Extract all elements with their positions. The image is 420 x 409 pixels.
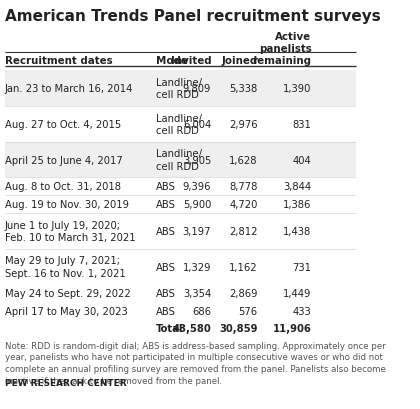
Text: Invited: Invited	[171, 56, 211, 66]
Text: Landline/
cell RDD: Landline/ cell RDD	[155, 78, 202, 100]
Text: 1,162: 1,162	[229, 262, 258, 272]
Text: 1,628: 1,628	[229, 155, 258, 165]
Text: Jan. 23 to March 16, 2014: Jan. 23 to March 16, 2014	[5, 84, 133, 94]
Text: 686: 686	[192, 306, 211, 317]
Text: American Trends Panel recruitment surveys: American Trends Panel recruitment survey…	[5, 9, 381, 24]
Text: 1,449: 1,449	[283, 289, 312, 299]
Text: PEW RESEARCH CENTER: PEW RESEARCH CENTER	[5, 378, 126, 387]
Text: 1,390: 1,390	[283, 84, 312, 94]
Text: May 24 to Sept. 29, 2022: May 24 to Sept. 29, 2022	[5, 289, 131, 299]
Text: 5,900: 5,900	[183, 200, 211, 210]
Text: 30,859: 30,859	[219, 324, 258, 334]
Text: 1,329: 1,329	[183, 262, 211, 272]
Text: ABS: ABS	[155, 227, 176, 236]
Text: 9,396: 9,396	[183, 182, 211, 192]
Text: Aug. 27 to Oct. 4, 2015: Aug. 27 to Oct. 4, 2015	[5, 120, 121, 130]
Text: ABS: ABS	[155, 262, 176, 272]
Text: ABS: ABS	[155, 306, 176, 317]
Text: 6,004: 6,004	[183, 120, 211, 130]
Text: 433: 433	[293, 306, 312, 317]
Text: June 1 to July 19, 2020;
Feb. 10 to March 31, 2021: June 1 to July 19, 2020; Feb. 10 to Marc…	[5, 220, 136, 243]
Text: 5,338: 5,338	[230, 84, 258, 94]
Text: 731: 731	[293, 262, 312, 272]
Bar	[5, 142, 357, 178]
Text: May 29 to July 7, 2021;
Sept. 16 to Nov. 1, 2021: May 29 to July 7, 2021; Sept. 16 to Nov.…	[5, 256, 126, 278]
Text: Aug. 8 to Oct. 31, 2018: Aug. 8 to Oct. 31, 2018	[5, 182, 121, 192]
Text: 11,906: 11,906	[273, 324, 312, 334]
Text: 4,720: 4,720	[229, 200, 258, 210]
Text: 576: 576	[239, 306, 258, 317]
Text: 43,580: 43,580	[173, 324, 211, 334]
Text: 3,197: 3,197	[183, 227, 211, 236]
Text: April 17 to May 30, 2023: April 17 to May 30, 2023	[5, 306, 128, 317]
Text: 9,809: 9,809	[183, 84, 211, 94]
Text: 8,778: 8,778	[229, 182, 258, 192]
Text: Recruitment dates: Recruitment dates	[5, 56, 113, 66]
Text: 2,812: 2,812	[229, 227, 258, 236]
Text: Mode: Mode	[155, 56, 187, 66]
Text: 831: 831	[293, 120, 312, 130]
Text: 2,976: 2,976	[229, 120, 258, 130]
Text: ABS: ABS	[155, 182, 176, 192]
Text: Total: Total	[155, 324, 183, 334]
Bar	[5, 71, 357, 107]
Text: Aug. 19 to Nov. 30, 2019: Aug. 19 to Nov. 30, 2019	[5, 200, 129, 210]
Text: Note: RDD is random-digit dial; ABS is address-based sampling. Approximately onc: Note: RDD is random-digit dial; ABS is a…	[5, 341, 386, 385]
Text: 2,869: 2,869	[229, 289, 258, 299]
Text: 404: 404	[293, 155, 312, 165]
Text: Landline/
cell RDD: Landline/ cell RDD	[155, 149, 202, 171]
Text: 3,844: 3,844	[284, 182, 312, 192]
Text: 1,386: 1,386	[283, 200, 312, 210]
Text: 3,354: 3,354	[183, 289, 211, 299]
Text: Active
panelists
remaining: Active panelists remaining	[252, 32, 312, 66]
Text: April 25 to June 4, 2017: April 25 to June 4, 2017	[5, 155, 123, 165]
Text: 3,905: 3,905	[183, 155, 211, 165]
Text: Joined: Joined	[221, 56, 258, 66]
Text: ABS: ABS	[155, 289, 176, 299]
Text: 1,438: 1,438	[284, 227, 312, 236]
Text: ABS: ABS	[155, 200, 176, 210]
Text: Landline/
cell RDD: Landline/ cell RDD	[155, 113, 202, 136]
